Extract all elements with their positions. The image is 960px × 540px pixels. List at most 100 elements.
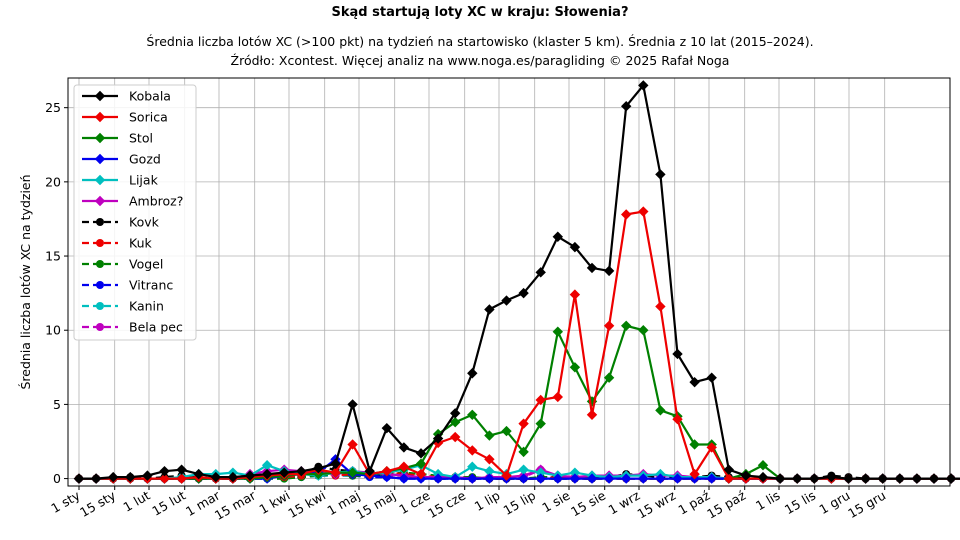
legend-label: Kobala <box>129 89 171 104</box>
legend-item: Kuk <box>82 236 152 251</box>
data-point <box>415 468 427 480</box>
series-line <box>79 84 960 480</box>
series-kobala <box>73 80 960 484</box>
data-point <box>347 467 358 478</box>
data-point <box>501 470 512 481</box>
data-point <box>638 473 649 484</box>
data-point <box>740 470 752 481</box>
data-point <box>535 467 546 478</box>
legend-item: Vogel <box>82 257 163 272</box>
x-tick-label: 15 mar <box>212 487 259 523</box>
data-point <box>450 473 461 484</box>
data-point <box>381 422 392 434</box>
data-point <box>552 473 563 484</box>
legend-marker <box>94 132 106 144</box>
data-point <box>330 458 341 469</box>
data-point <box>569 473 581 484</box>
data-point <box>586 409 598 420</box>
legend-marker <box>96 218 104 226</box>
data-point <box>90 473 102 484</box>
legend-box <box>73 84 197 341</box>
y-axis-label: Średnia liczba lotów XC na tydzień <box>18 174 33 389</box>
data-point <box>518 418 529 429</box>
legend-label: Vogel <box>129 257 163 272</box>
legend-label: Kovk <box>129 215 160 230</box>
legend-label: Kuk <box>129 236 152 251</box>
data-point <box>655 169 666 180</box>
data-point <box>432 433 444 444</box>
grid <box>68 78 950 486</box>
legend-label: Bela pec <box>129 320 183 335</box>
data-point <box>792 473 803 484</box>
data-point <box>638 325 649 336</box>
data-point <box>142 470 153 481</box>
data-point <box>809 473 820 484</box>
data-point <box>467 473 478 484</box>
legend-marker <box>94 111 106 123</box>
x-tick-label: 15 wrz <box>634 487 678 521</box>
data-point <box>569 241 581 253</box>
legend-marker <box>96 239 104 247</box>
data-point <box>467 409 478 420</box>
data-point <box>347 399 358 410</box>
series-line <box>79 324 960 480</box>
data-point <box>621 473 632 484</box>
data-point <box>296 465 307 477</box>
series-layer <box>73 80 960 484</box>
data-point <box>552 231 563 242</box>
x-tick-label: 15 sty <box>77 487 119 520</box>
series-sorica <box>73 206 960 484</box>
legend-marker <box>96 281 104 289</box>
x-tick-label: 15 sie <box>568 487 608 519</box>
legend-label: Kanin <box>129 299 164 314</box>
x-tick-label: 15 lip <box>501 488 539 518</box>
data-point <box>227 471 239 483</box>
data-point <box>484 465 495 477</box>
legend-marker <box>96 302 104 310</box>
legend-marker <box>96 323 104 331</box>
x-tick-label: 15 kwi <box>285 488 328 521</box>
data-point <box>330 467 341 478</box>
y-tick-label: 15 <box>45 249 61 264</box>
data-point <box>484 473 495 484</box>
data-point <box>569 467 581 478</box>
data-point <box>467 445 478 456</box>
chart-title: Skąd startują loty XC w kraju: Słowenia? <box>332 5 629 20</box>
data-point <box>569 289 581 300</box>
data-point <box>450 417 461 428</box>
data-point <box>689 376 700 388</box>
data-point <box>535 394 546 406</box>
x-tick-label: 1 lip <box>472 488 503 514</box>
data-point <box>552 391 563 403</box>
data-point <box>586 473 598 484</box>
data-point <box>261 468 273 480</box>
y-tick-label: 0 <box>53 471 61 486</box>
x-tick-label: 15 maj <box>353 488 398 523</box>
data-point <box>450 431 461 443</box>
data-point <box>381 465 392 477</box>
data-point <box>638 80 649 91</box>
data-point <box>860 473 871 484</box>
data-point <box>757 460 769 471</box>
data-point <box>364 465 375 477</box>
data-point <box>757 471 769 483</box>
data-point <box>603 265 615 277</box>
data-point <box>125 471 136 483</box>
data-point <box>467 368 478 379</box>
data-point <box>518 464 529 475</box>
data-point <box>398 442 410 453</box>
data-point <box>621 100 632 112</box>
data-point <box>655 301 666 312</box>
legend-item: Sorica <box>82 110 168 125</box>
legend-item: Lijak <box>82 173 159 188</box>
data-point <box>655 405 666 416</box>
data-point <box>603 372 615 383</box>
legend: Kobala Sorica Stol Gozd Lijak Ambroz? Kovk Kuk V… <box>73 84 197 341</box>
legend-marker <box>96 260 104 268</box>
data-point <box>432 473 444 484</box>
x-tick-label: 1 lut <box>121 488 153 515</box>
x-tick-label: 1 lis <box>753 488 782 514</box>
data-point <box>210 471 221 483</box>
